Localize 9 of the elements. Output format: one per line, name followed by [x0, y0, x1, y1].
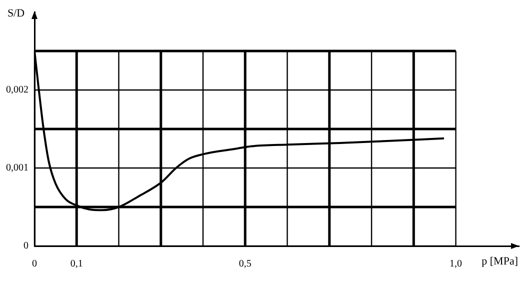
x-tick-label: 0,5 [238, 258, 252, 270]
y-tick-label: 0 [24, 240, 28, 252]
y-tick-label: 0,001 [6, 162, 28, 174]
y-axis-title: S/D [7, 7, 25, 20]
x-axis-title: p [MPa] [482, 255, 518, 268]
x-tick-label: 1,0 [450, 258, 462, 270]
x-tick-label: 0 [32, 258, 37, 270]
y-tick-label: 0,002 [6, 84, 28, 96]
x-tick-label: 0,1 [70, 258, 83, 270]
